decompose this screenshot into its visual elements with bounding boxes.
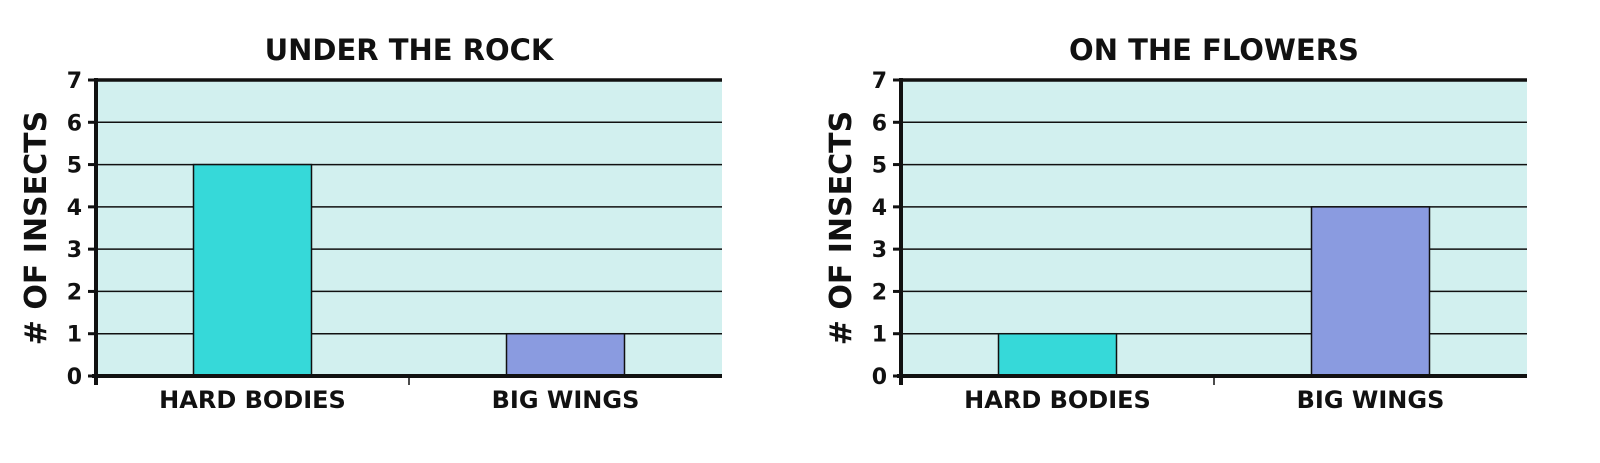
y-axis-label: # OF INSECTS (19, 111, 54, 345)
chart-panel-1: HARD BODIES BIG WINGS 0 1 2 3 4 5 6 7 UNDER THE RO… (19, 33, 722, 414)
x-tick-label: HARD BODIES (159, 386, 346, 414)
y-tick-label: 7 (872, 69, 887, 94)
y-tick-label: 1 (67, 323, 82, 348)
bar-hard-bodies (192, 163, 313, 377)
x-tick-label: BIG WINGS (492, 386, 640, 414)
y-tick-label: 1 (872, 323, 887, 348)
bar-big-wings (1310, 206, 1431, 377)
x-tick-label: BIG WINGS (1297, 386, 1445, 414)
chart-panel-2: HARD BODIES BIG WINGS 0 1 2 3 4 5 6 7 ON THE FLOWE… (824, 33, 1527, 414)
plot-area (96, 80, 722, 376)
chart-title: ON THE FLOWERS (1069, 33, 1359, 67)
y-tick-label: 2 (67, 280, 82, 305)
y-tick-label: 6 (872, 111, 887, 136)
y-tick-label: 4 (67, 196, 82, 221)
bar-big-wings (505, 332, 626, 377)
x-tick-label: HARD BODIES (964, 386, 1151, 414)
plot-area (901, 80, 1527, 376)
chart-title: UNDER THE ROCK (265, 33, 555, 67)
y-tick-label: 2 (872, 280, 887, 305)
y-tick-label: 0 (67, 365, 82, 390)
bar-hard-bodies (997, 332, 1118, 377)
y-tick-label: 0 (872, 365, 887, 390)
y-tick-label: 7 (67, 69, 82, 94)
y-axis-label: # OF INSECTS (824, 111, 859, 345)
y-tick-label: 5 (67, 154, 82, 179)
y-tick-label: 3 (872, 238, 887, 263)
y-tick-label: 5 (872, 154, 887, 179)
y-tick-label: 6 (67, 111, 82, 136)
y-tick-label: 3 (67, 238, 82, 263)
y-tick-label: 4 (872, 196, 887, 221)
